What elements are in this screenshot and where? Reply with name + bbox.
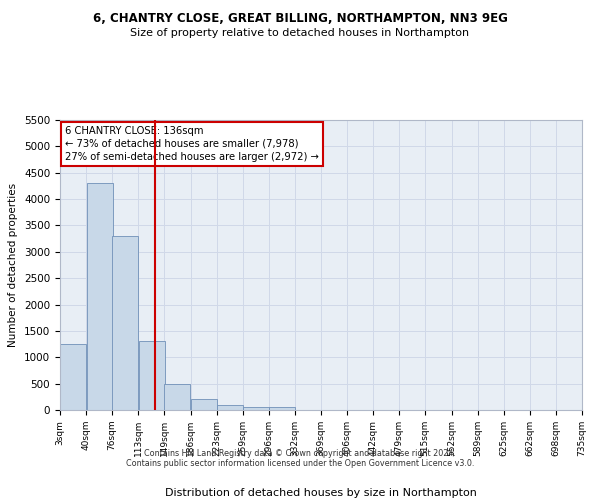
Text: Contains HM Land Registry data © Crown copyright and database right 2024.: Contains HM Land Registry data © Crown c… [144,448,456,458]
Text: Distribution of detached houses by size in Northampton: Distribution of detached houses by size … [165,488,477,498]
Bar [243,407,269,410]
Bar [86,184,113,410]
Bar [60,344,86,410]
Bar [269,407,295,410]
Bar [139,342,164,410]
Text: Size of property relative to detached houses in Northampton: Size of property relative to detached ho… [130,28,470,38]
Bar [112,236,138,410]
Text: Contains public sector information licensed under the Open Government Licence v3: Contains public sector information licen… [126,458,474,468]
Text: 6 CHANTRY CLOSE: 136sqm
← 73% of detached houses are smaller (7,978)
27% of semi: 6 CHANTRY CLOSE: 136sqm ← 73% of detache… [65,126,319,162]
Bar [217,404,243,410]
Bar [191,400,217,410]
Text: 6, CHANTRY CLOSE, GREAT BILLING, NORTHAMPTON, NN3 9EG: 6, CHANTRY CLOSE, GREAT BILLING, NORTHAM… [92,12,508,26]
Bar [164,384,190,410]
Y-axis label: Number of detached properties: Number of detached properties [8,183,19,347]
